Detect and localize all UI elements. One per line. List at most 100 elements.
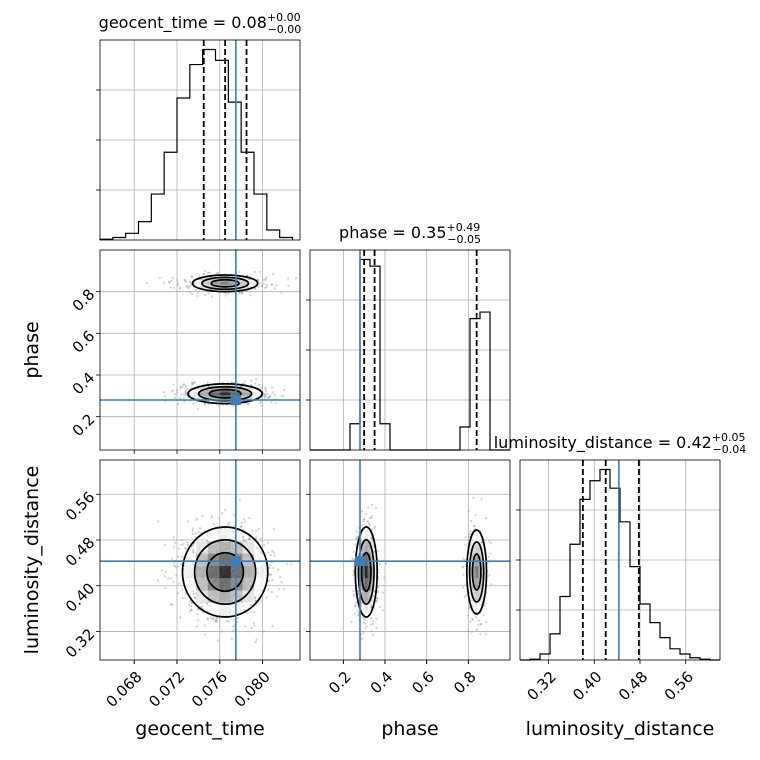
y-tick-label-luminosity_distance: 0.48	[62, 534, 98, 570]
sample-point	[247, 537, 251, 541]
sample-point	[194, 288, 197, 292]
density-cell	[220, 384, 231, 388]
sample-point	[216, 271, 220, 274]
sample-point	[230, 637, 233, 640]
sample-point	[376, 597, 379, 600]
sample-point	[362, 630, 365, 634]
density-cell	[367, 541, 371, 554]
density-cell	[469, 566, 473, 578]
sample-point	[177, 282, 180, 285]
sample-point	[227, 523, 230, 526]
histogram-step-luminosity_distance	[520, 468, 720, 661]
sample-point	[184, 393, 187, 396]
sample-point	[190, 275, 193, 278]
sample-point	[263, 393, 266, 396]
density-cell	[242, 541, 255, 554]
density-cell	[361, 590, 365, 603]
sample-point	[195, 517, 199, 520]
sample-point	[196, 608, 199, 611]
density-cell	[238, 284, 248, 287]
density-cell	[247, 282, 257, 285]
density-cell	[478, 543, 481, 555]
y-tick-label-phase: 0.6	[69, 327, 99, 357]
sample-point	[175, 574, 178, 577]
sample-point	[271, 625, 274, 628]
scatter-layer	[156, 499, 293, 644]
sample-point	[188, 600, 192, 603]
sample-point	[363, 618, 366, 621]
density-cell	[220, 395, 231, 398]
sample-point	[354, 536, 358, 539]
sample-point	[180, 538, 183, 542]
sample-point	[470, 630, 473, 634]
sample-point	[259, 400, 262, 403]
sample-point	[241, 292, 244, 295]
density-cell	[184, 565, 197, 579]
scatter-layer	[145, 270, 298, 410]
contour-level	[357, 539, 375, 605]
density-cell	[220, 400, 231, 404]
sample-point	[278, 587, 281, 590]
sample-point	[248, 517, 251, 520]
sample-point	[352, 571, 355, 574]
x-tick-label-luminosity_distance: 0.32	[524, 668, 560, 704]
sample-point	[285, 563, 289, 566]
sample-point	[283, 388, 286, 391]
sample-point	[191, 275, 194, 278]
density-cell	[211, 282, 221, 285]
sample-point	[173, 545, 176, 549]
sample-point	[489, 542, 493, 545]
sample-point	[370, 630, 373, 633]
sample-point	[202, 272, 205, 276]
sample-point	[192, 592, 195, 596]
density-cell	[355, 565, 359, 579]
sample-point	[353, 595, 356, 598]
sample-point	[249, 604, 252, 607]
y-tick-label-phase: 0.2	[69, 410, 99, 440]
density-cell	[472, 543, 476, 555]
sample-point	[247, 401, 250, 405]
sample-point	[217, 517, 220, 520]
sample-point	[355, 530, 358, 533]
sample-point	[192, 381, 196, 384]
sample-point	[196, 294, 199, 298]
density-cell	[189, 392, 200, 396]
density-cell	[483, 566, 487, 578]
sample-point	[158, 276, 161, 280]
sample-point	[377, 577, 380, 580]
density-cell	[184, 553, 197, 566]
sample-point	[363, 518, 366, 521]
density-cell	[229, 286, 239, 289]
sample-point	[352, 569, 355, 572]
sample-point	[167, 577, 170, 580]
sample-point	[179, 563, 183, 566]
sample-point	[188, 280, 191, 283]
sample-point	[254, 641, 257, 644]
sample-point	[362, 616, 365, 619]
sample-point	[477, 619, 480, 622]
sample-point	[175, 389, 178, 392]
density-cell	[220, 282, 230, 285]
sample-point	[464, 558, 467, 561]
sample-point	[246, 403, 249, 406]
density-cell	[364, 590, 368, 603]
density-cell	[475, 577, 479, 590]
density-cell	[210, 392, 221, 396]
sample-point	[268, 395, 271, 399]
density-cell	[199, 389, 211, 393]
density-cell	[250, 395, 261, 398]
panel-geocent_time-vs-luminosity_distance	[96, 459, 301, 664]
sample-point	[467, 629, 470, 633]
x-tick-label-phase: 0.6	[408, 668, 438, 698]
sample-point	[368, 517, 372, 520]
sample-point	[371, 633, 374, 636]
x-axis-label-luminosity_distance: luminosity_distance	[526, 718, 715, 740]
sample-point	[373, 590, 376, 594]
density-cell	[478, 532, 481, 544]
sample-point	[352, 590, 355, 593]
density-cell	[373, 565, 377, 579]
sample-point	[184, 385, 187, 388]
sample-point	[271, 549, 274, 552]
sample-point	[257, 527, 260, 531]
panel-frame	[519, 459, 721, 661]
